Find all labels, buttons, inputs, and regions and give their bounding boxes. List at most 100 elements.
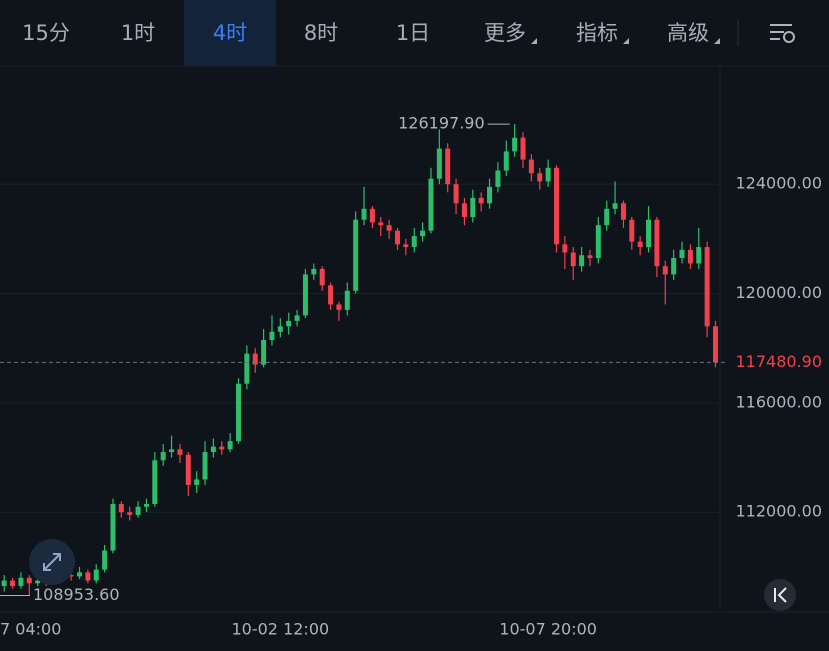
candle-body [35, 580, 41, 584]
candle-body [76, 572, 82, 577]
candle-body [587, 255, 593, 258]
scroll-latest-button[interactable] [764, 579, 796, 611]
candle-body [671, 257, 677, 275]
candle-body [428, 178, 434, 231]
candle-body [344, 290, 350, 310]
candle-body [712, 326, 718, 363]
candle-body [302, 274, 308, 316]
timeframe-tabs: 15分 1时 4时 8时 1日 更多 指标 高级 [22, 0, 720, 66]
candle-body [512, 137, 518, 152]
candle-body [453, 184, 459, 204]
candle-body [194, 479, 200, 485]
candle-body [495, 170, 501, 187]
candle-body [629, 219, 635, 242]
candle-body [604, 208, 610, 226]
candle-body [68, 575, 74, 577]
candle-body [386, 225, 392, 231]
candle-body [235, 383, 241, 442]
candle-body [277, 326, 283, 332]
candle-body [353, 219, 359, 291]
candle-body [269, 331, 275, 340]
candle-body [26, 577, 32, 584]
tab[interactable]: 更多 [484, 21, 526, 45]
candle-body [579, 255, 585, 267]
candle-body [219, 446, 225, 450]
candle-body [420, 230, 426, 237]
tab[interactable]: 1日 [396, 21, 430, 45]
candle-body [470, 197, 476, 217]
candle-body [403, 244, 409, 248]
expand-button[interactable] [29, 539, 75, 585]
y-tick-label: 112000.00 [735, 502, 822, 521]
candle-body [118, 504, 124, 513]
y-tick-label: 124000.00 [735, 174, 822, 193]
dropdown-caret [714, 38, 720, 44]
candle-body [679, 249, 685, 258]
candle-body [311, 268, 317, 275]
candle-body [520, 137, 526, 160]
x-tick-label: 10-07 20:00 [499, 620, 597, 639]
settings-icon[interactable] [770, 24, 795, 43]
candle-body [503, 151, 509, 171]
active-tab-bg [184, 0, 276, 66]
candle-body [336, 304, 342, 310]
candle-body [461, 203, 467, 217]
last-price-label: 117480.90 [735, 352, 822, 371]
plot: 112000.00 116000.00 120000.00 124000.00 7 04… [0, 114, 822, 639]
candle-body [185, 454, 191, 485]
candle-body [110, 504, 116, 551]
candle-body [202, 452, 208, 480]
candle-body [160, 452, 166, 461]
candle-body [85, 572, 91, 581]
candle-body [704, 247, 710, 327]
candle-body [369, 208, 375, 223]
candle-body [687, 249, 693, 264]
candle-body [487, 186, 493, 204]
candle-body [545, 167, 551, 182]
tab[interactable]: 高级 [667, 21, 709, 45]
candle-body [620, 203, 626, 220]
extreme-label: 126197.90 [398, 114, 485, 133]
candle-body [528, 159, 534, 174]
candle-body [10, 580, 16, 587]
candle-body [612, 203, 618, 209]
candle-body [553, 167, 559, 245]
candle-body [143, 504, 149, 507]
y-tick-label: 116000.00 [735, 392, 822, 411]
candle-body [127, 512, 133, 515]
candle-body [93, 569, 99, 581]
candle-body [102, 550, 108, 570]
candle-body [411, 236, 417, 248]
tab[interactable]: 指标 [576, 21, 618, 45]
candle-body [646, 219, 652, 248]
candle-body [378, 222, 384, 226]
tab[interactable]: 15分 [22, 21, 70, 45]
candle-body [361, 208, 367, 220]
candle-body [286, 320, 292, 327]
candle-body [537, 173, 543, 182]
candle-body [252, 353, 258, 365]
y-tick-label: 120000.00 [735, 283, 822, 302]
candle-body [177, 449, 183, 455]
tab[interactable]: 4时 [213, 21, 247, 45]
candle-body [328, 285, 334, 305]
candle-body [152, 460, 158, 505]
candle-body [436, 148, 442, 179]
dropdown-caret [531, 38, 537, 44]
candle-body [662, 266, 668, 275]
x-tick-label: 10-02 12:00 [231, 620, 329, 639]
candle-body [637, 241, 643, 248]
tab[interactable]: 1时 [121, 21, 155, 45]
dropdown-caret [623, 38, 629, 44]
tab[interactable]: 8时 [304, 21, 338, 45]
candle-body [319, 268, 325, 286]
candle-body [18, 577, 24, 587]
candle-body [135, 506, 141, 515]
extreme-label: 108953.60 [33, 585, 120, 604]
candle-body [244, 353, 250, 384]
x-tick-label: 7 04:00 [0, 620, 61, 639]
candle-body [169, 449, 175, 453]
